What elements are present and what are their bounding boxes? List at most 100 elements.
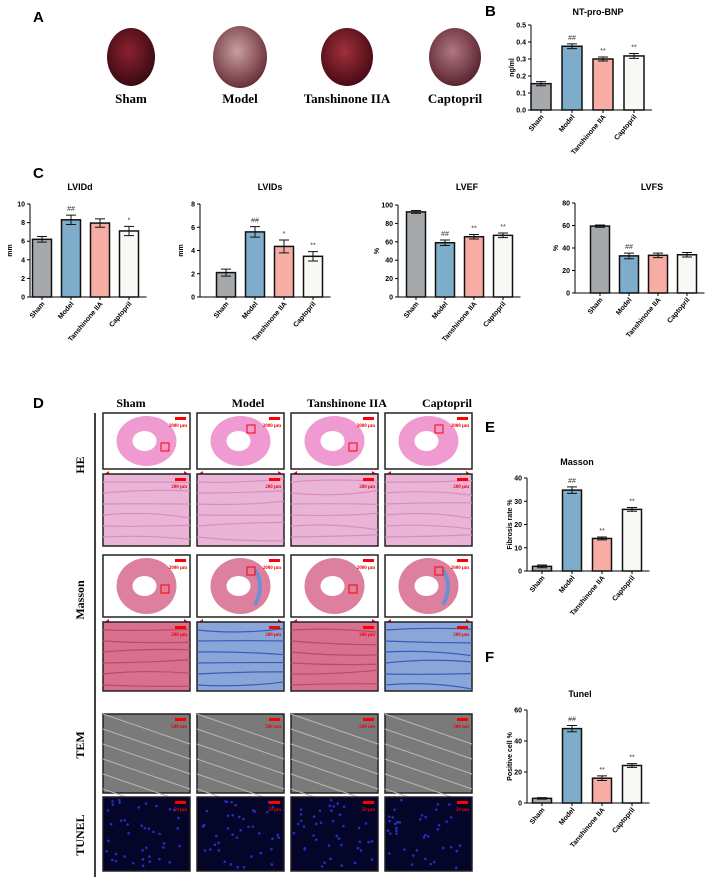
- roi-box: [246, 566, 256, 576]
- scale-bar-label: 200 μm: [265, 485, 282, 490]
- nucleus-dot: [448, 803, 451, 806]
- significance-mark: ##: [568, 717, 576, 724]
- y-tick-label: 40: [514, 739, 522, 746]
- y-tick-label: 20: [562, 268, 570, 275]
- significance-mark: *: [283, 231, 286, 238]
- sarcomere-line: [196, 728, 285, 760]
- scale-bar: [175, 559, 186, 562]
- scale-bar: [269, 559, 280, 562]
- ventricle-lumen: [414, 576, 439, 596]
- nucleus-dot: [226, 814, 230, 818]
- micrograph-ms-det-2: 200 μm: [290, 621, 379, 692]
- tissue-fiber: [102, 535, 191, 540]
- error-bar: [597, 775, 607, 782]
- col-header-model: Model: [232, 396, 265, 410]
- group-label-model: Model: [222, 91, 258, 106]
- scale-bar-label: 200 μm: [171, 485, 188, 490]
- nucleus-dot: [312, 815, 316, 818]
- y-tick-label: 30: [514, 499, 522, 506]
- panel-label-b: B: [485, 3, 496, 20]
- nucleus-dot: [143, 826, 147, 830]
- nucleus-dot: [118, 798, 121, 802]
- error-bar: [498, 232, 508, 239]
- tissue-fiber: [384, 524, 473, 530]
- nucleus-dot: [389, 832, 392, 836]
- micrograph-ms-det-3: 200 μm: [384, 621, 473, 692]
- ventricle-lumen: [320, 576, 345, 596]
- scale-bar-label: 200 μm: [359, 485, 376, 490]
- scale-bar: [175, 801, 186, 804]
- nucleus-dot: [335, 834, 339, 838]
- sarcomere-line: [196, 713, 285, 745]
- y-tick-label: 0: [518, 569, 522, 576]
- tissue-fiber: [290, 683, 379, 686]
- nucleus-dot: [393, 808, 396, 812]
- tissue-fiber: [290, 662, 379, 666]
- tissue-fiber: [102, 628, 191, 631]
- scale-bar: [457, 478, 468, 481]
- x-tick-label: Sham: [213, 301, 231, 320]
- scale-bar: [457, 801, 468, 804]
- micrograph-he-det-3: 200 μm: [384, 473, 473, 547]
- image-frame: [290, 796, 379, 872]
- nucleus-dot: [126, 823, 130, 826]
- group-label-captopril: Captopril: [428, 91, 483, 106]
- micrograph-ms-over-0: 2000 μm: [102, 554, 191, 618]
- significance-mark: ##: [568, 478, 576, 485]
- sarcomere-line: [384, 728, 473, 760]
- tissue-fiber: [102, 648, 191, 653]
- bar-model: [561, 489, 583, 572]
- panel-label-a: A: [33, 9, 44, 26]
- scale-bar: [175, 478, 186, 481]
- significance-mark: **: [629, 755, 635, 762]
- tissue-fiber: [290, 534, 379, 538]
- x-tick-label: Captopril: [666, 297, 691, 325]
- bar-model: [561, 45, 583, 111]
- scale-bar-label: 200 μm: [265, 633, 282, 638]
- tissue-fiber: [290, 628, 379, 633]
- nucleus-dot: [367, 840, 370, 844]
- y-tick-label: 100: [381, 203, 393, 210]
- nucleus-dot: [356, 846, 360, 850]
- nucleus-dot: [173, 808, 176, 812]
- x-tick-label: Sham: [403, 301, 421, 320]
- nucleus-dot: [388, 819, 391, 823]
- bar-tanshinone-iia: [592, 58, 614, 111]
- x-tick-label: Captopril: [292, 301, 317, 329]
- error-bar: [308, 251, 318, 262]
- y-axis-label: mm: [178, 244, 185, 256]
- error-bar: [567, 486, 577, 494]
- nucleus-dot: [449, 816, 453, 819]
- scale-bar-label: 2000 μm: [169, 566, 188, 571]
- chart-title: NT-pro-BNP: [573, 7, 624, 17]
- y-tick-label: 0.1: [516, 91, 526, 98]
- micrograph-he-det-0: 200 μm: [102, 473, 191, 547]
- heart-photo-tanshinone: [321, 28, 373, 86]
- nucleus-dot: [455, 849, 459, 853]
- scale-bar: [363, 478, 374, 481]
- error-bar: [411, 210, 421, 214]
- nucleus-dot: [111, 800, 114, 803]
- nucleus-dot: [359, 849, 363, 852]
- bar-tanshinone-iia: [591, 537, 613, 572]
- error-bar: [598, 56, 608, 62]
- bar-model: [60, 219, 82, 298]
- chart-title: LVIDs: [258, 182, 283, 192]
- nucleus-dot: [394, 826, 398, 830]
- bar-chart-nt-pro-bnp: NT-pro-BNP ng/ml 0.0 0.1 0.2 0.3 0.4 0.5 Sham ## M…: [509, 7, 652, 156]
- nucleus-dot: [303, 846, 306, 850]
- nucleus-dot: [137, 806, 140, 809]
- nucleus-dot: [250, 855, 253, 858]
- x-tick-label: Model: [558, 807, 576, 827]
- nucleus-dot: [358, 840, 362, 844]
- nucleus-dot: [336, 802, 340, 805]
- micrograph-tunel-2: 50 μm: [290, 796, 379, 872]
- image-frame: [384, 796, 473, 872]
- col-header-tanshinone: Tanshinone IIA: [307, 396, 387, 410]
- error-bar: [95, 218, 105, 228]
- nucleus-dot: [329, 798, 333, 802]
- micrograph-ms-over-1: 2000 μm: [196, 554, 285, 618]
- y-axis-label: Fibrosis rate %: [507, 499, 514, 550]
- panel-a-hearts: Sham Model Tanshinone IIA Captopril: [107, 26, 482, 106]
- chart-title: LVEF: [456, 182, 479, 192]
